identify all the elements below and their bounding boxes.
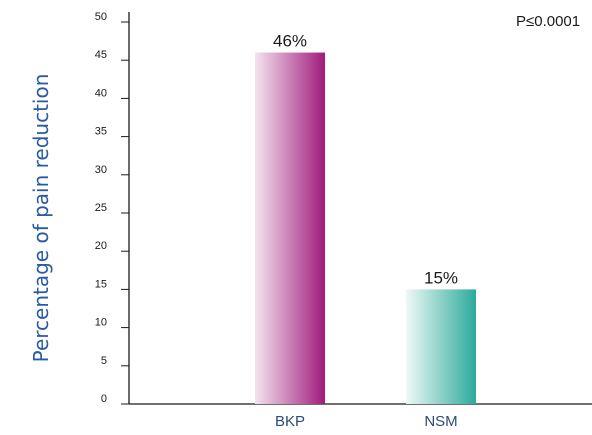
y-ticks: 0 5 10 15 20 25 30 35 40 45 50 — [95, 11, 129, 405]
data-labels: 46% 15% — [273, 32, 458, 288]
y-tick-label: 25 — [95, 202, 107, 214]
y-tick-label: 15 — [95, 278, 107, 290]
p-value-annotation: P≤0.0001 — [516, 13, 580, 30]
bar-nsm — [406, 289, 476, 404]
y-tick-label: 20 — [95, 240, 107, 252]
y-tick-label: 0 — [101, 393, 107, 405]
data-label-nsm: 15% — [424, 268, 458, 287]
y-tick-label: 5 — [101, 355, 107, 367]
y-tick-label: 30 — [95, 164, 107, 176]
axes — [128, 12, 592, 405]
y-tick-label: 35 — [95, 126, 107, 138]
y-axis-label: Percentage of pain reduction — [29, 74, 53, 363]
y-tick-label: 50 — [95, 11, 107, 23]
x-tick-label-nsm: NSM — [424, 413, 457, 430]
y-tick-label: 45 — [95, 49, 107, 61]
x-ticks: BKP NSM — [275, 413, 458, 430]
bars — [255, 52, 476, 405]
x-tick-label-bkp: BKP — [275, 413, 305, 430]
bar-bkp — [255, 52, 325, 405]
data-label-bkp: 46% — [273, 32, 307, 51]
y-tick-label: 10 — [95, 317, 107, 329]
y-tick-label: 40 — [95, 87, 107, 99]
